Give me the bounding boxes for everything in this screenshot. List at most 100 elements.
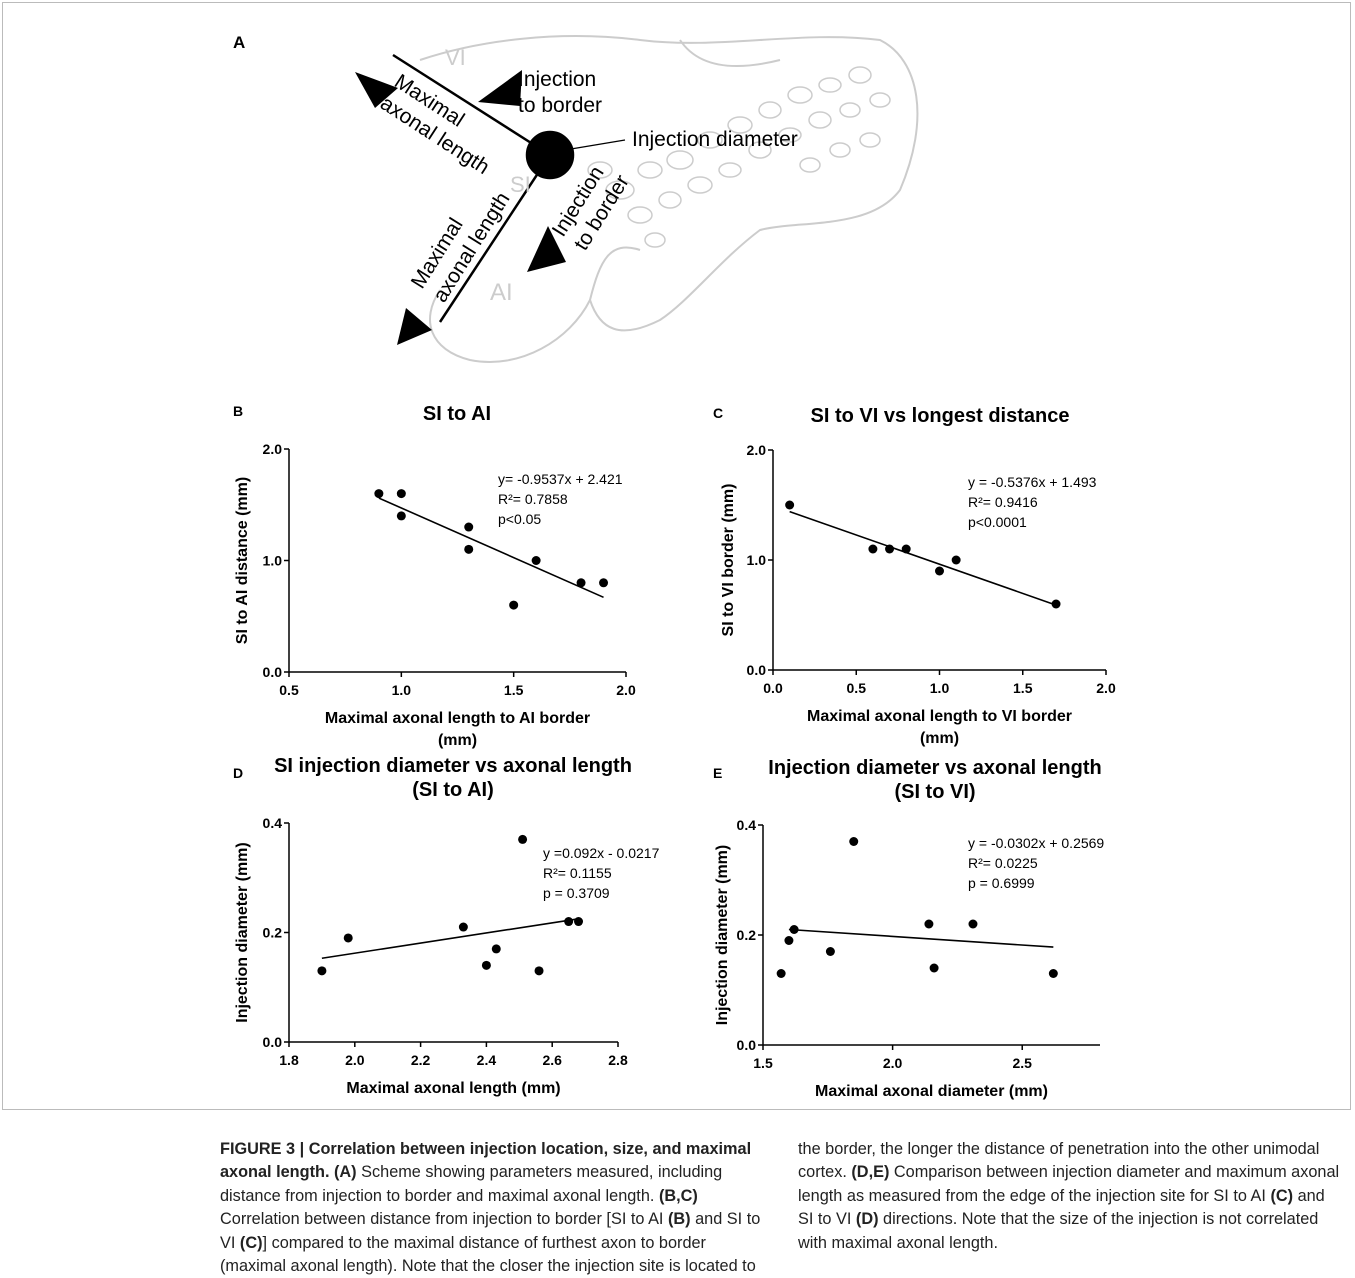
panel-letter: C [713, 405, 723, 421]
region-label: SI [510, 172, 531, 197]
fit-annotation: p<0.0001 [968, 514, 1027, 530]
y-tick-label: 0.4 [263, 815, 283, 831]
region-label: AI [490, 279, 513, 306]
arrowhead [478, 70, 522, 106]
caption-run: (D) [855, 1210, 879, 1229]
caption-run: Scheme showing parameters measured, incl… [220, 1163, 723, 1205]
data-point [531, 556, 541, 565]
data-point [1048, 969, 1058, 978]
x-tick-label: 1.5 [504, 682, 524, 698]
x-tick-label: 2.0 [1096, 680, 1116, 696]
injection-to-border-label: Injection to border [518, 68, 602, 117]
data-point [576, 578, 586, 588]
x-tick-label: 0.5 [847, 680, 867, 696]
data-point [464, 522, 474, 532]
chart-title: (SI to AI) [412, 779, 493, 801]
injection-diameter-label: Injection diameter [632, 128, 798, 151]
y-tick-label: 0.0 [263, 664, 283, 680]
fit-line [788, 928, 1054, 948]
chart: D SI injection diameter vs axonal length(… [233, 755, 660, 1097]
x-axis-label: Maximal axonal length to VI border [807, 708, 1072, 725]
fit-line [378, 497, 604, 599]
y-axis-label: Injection diameter (mm) [234, 842, 251, 1022]
y-axis-label: SI to AI distance (mm) [234, 477, 251, 644]
fit-line [321, 918, 579, 960]
data-point [935, 566, 944, 576]
arrowhead [355, 72, 398, 108]
caption-run: (B,C) [658, 1186, 698, 1205]
data-point [929, 963, 939, 973]
fit-annotation: y = -0.0302x + 0.2569 [968, 835, 1104, 851]
x-tick-label: 1.0 [392, 682, 412, 698]
fit-line [789, 510, 1057, 606]
x-axis-label: Maximal axonal diameter (mm) [815, 1083, 1048, 1100]
x-tick-label: 2.0 [883, 1055, 903, 1071]
caption-run: ] compared to the maximal distance of fu… [220, 1140, 1320, 1276]
chart-title: SI to AI [423, 403, 491, 425]
figure-frame [2, 2, 1351, 1110]
scheme-line [392, 53, 551, 157]
x-axis-label: Maximal axonal length to AI border [325, 710, 590, 727]
data-point [396, 511, 406, 521]
x-tick-label: 0.5 [279, 682, 299, 698]
x-axis-label: (mm) [438, 732, 477, 749]
chart-title: (SI to VI) [894, 781, 975, 803]
caption: FIGURE 3 | Correlation between injection… [220, 1138, 1342, 1278]
x-tick-label: 1.0 [930, 680, 950, 696]
x-axis-label: Maximal axonal length (mm) [346, 1080, 560, 1097]
data-point [317, 966, 327, 976]
data-point [776, 969, 786, 978]
data-point [868, 544, 878, 554]
data-point [924, 919, 934, 929]
data-point [849, 837, 859, 846]
chart-title: SI injection diameter vs axonal length [274, 755, 632, 777]
panel-letter: A [233, 33, 245, 52]
x-tick-label: 2.5 [1012, 1055, 1032, 1071]
y-tick-label: 0.2 [263, 925, 283, 941]
caption-run: (C) [239, 1233, 263, 1252]
fit-annotation: y= -0.9537x + 2.421 [498, 471, 623, 487]
arrowhead [527, 226, 566, 272]
chart: C SI to VI vs longest distance 0.0 0.5 1.0 1.… [713, 405, 1116, 747]
fit-annotation: p = 0.6999 [968, 875, 1035, 891]
caption-run: (D,E) [851, 1163, 890, 1182]
caption-run: and SI to VI [798, 1186, 1325, 1229]
injection-to-border-label-line: to border [518, 94, 602, 117]
caption-run: FIGURE 3 | Correlation between injection… [220, 1140, 752, 1182]
scheme [355, 53, 626, 345]
data-point [599, 578, 609, 588]
x-tick-label: 1.5 [753, 1055, 773, 1071]
fit-annotation: R²= 0.7858 [498, 491, 568, 507]
cortex-sketch [419, 35, 919, 363]
y-tick-label: 0.0 [747, 662, 767, 678]
x-tick-label: 2.0 [345, 1052, 365, 1068]
arrowhead [397, 308, 432, 345]
x-tick-label: 2.2 [411, 1052, 431, 1068]
data-point [458, 922, 468, 932]
data-point [785, 500, 795, 510]
caption-run: directions. Note that the size of the in… [798, 1210, 1319, 1252]
chart-title: Injection diameter vs axonal length [768, 757, 1101, 779]
x-tick-label: 1.8 [279, 1052, 299, 1068]
y-tick-label: 1.0 [263, 553, 283, 569]
fit-annotation: R²= 0.0225 [968, 855, 1038, 871]
data-point [534, 966, 544, 976]
data-point [491, 944, 501, 954]
x-tick-label: 2.8 [608, 1052, 628, 1068]
injection-to-border-label-line: Injection [518, 68, 596, 91]
caption-run: Correlation between distance from inject… [220, 1210, 668, 1229]
data-point [481, 960, 491, 970]
x-tick-label: 2.0 [616, 682, 636, 698]
data-point [574, 917, 584, 927]
x-tick-label: 2.4 [477, 1052, 497, 1068]
x-tick-label: 0.0 [763, 680, 783, 696]
data-point [374, 489, 384, 499]
panel-letter: B [233, 403, 243, 419]
data-point [518, 834, 528, 844]
pointer-line [552, 139, 626, 153]
y-tick-label: 1.0 [747, 552, 767, 568]
caption-run: Comparison between injection diameter an… [798, 1163, 1340, 1205]
